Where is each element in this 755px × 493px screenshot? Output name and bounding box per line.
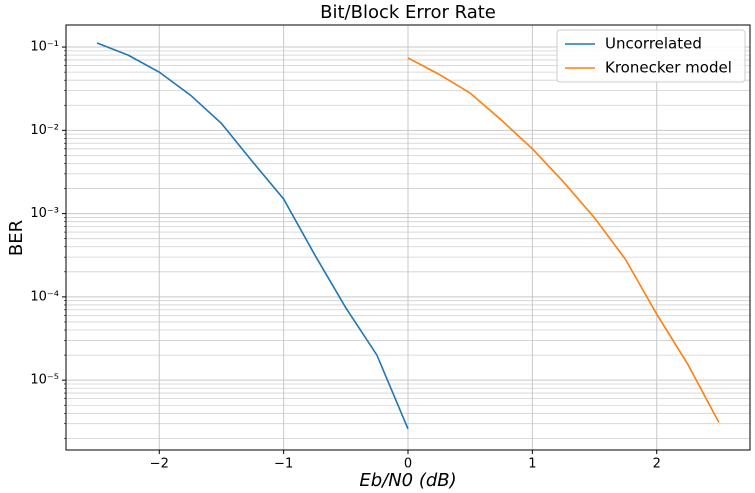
series-line [407,57,720,423]
legend-label: Kronecker model [605,59,732,77]
legend-box [556,29,746,83]
legend: Uncorrelated Kronecker model [556,29,746,83]
x-tick-label: −1 [274,457,293,472]
y-axis-label: BER [6,220,27,256]
legend-label: Uncorrelated [605,35,702,53]
y-tick-label: 10⁻⁵ [30,373,59,388]
chart-title: Bit/Block Error Rate [320,2,496,23]
y-tick-label: 10⁻⁴ [30,289,59,304]
y-tick-label: 10⁻¹ [30,40,59,55]
x-tick-label: 1 [528,457,536,472]
x-tick-label: −2 [150,457,169,472]
plot-frame [65,24,751,451]
x-tick-label: 0 [404,457,412,472]
y-tick-label: 10⁻² [30,123,59,138]
x-tick-label: 2 [653,457,661,472]
series-line [96,42,409,430]
x-axis-label: Eb/N0 (dB) [359,470,456,491]
y-tick-label: 10⁻³ [30,206,59,221]
